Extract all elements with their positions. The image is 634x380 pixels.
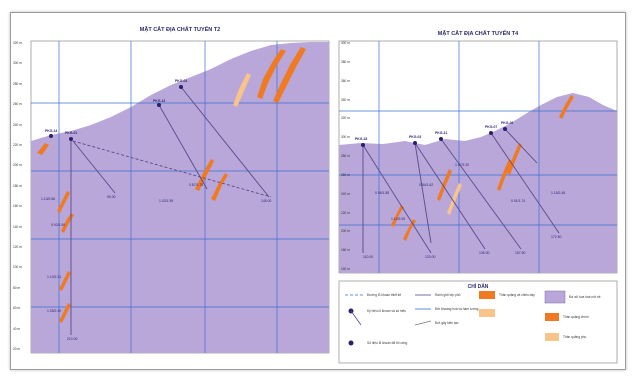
right-elevation-label: 320 m bbox=[341, 116, 350, 121]
left-assay-label: 0.87/1.75 bbox=[189, 183, 204, 187]
left-elevation-label: 320 m bbox=[13, 41, 22, 45]
right-elevation-label: 220 m bbox=[341, 210, 350, 215]
left-section bbox=[30, 40, 330, 354]
left-assay-label: 1.05/2.40 bbox=[47, 309, 62, 313]
right-hole-label: PKG-18 bbox=[355, 137, 368, 141]
right-elevation-label: 260 m bbox=[341, 172, 350, 177]
legend-item-label: Đường lỗ khoan thiết kế bbox=[367, 293, 402, 297]
legend-item-label: Ký hiệu lỗ khoan và số hiệu bbox=[367, 309, 406, 313]
left-elevation-label: 180 m bbox=[13, 183, 22, 188]
right-elevation-label: 360 m bbox=[341, 78, 350, 83]
left-elevation-label: 160 m bbox=[13, 204, 22, 209]
legend-item-label: Ranh giới lớp phủ bbox=[435, 293, 461, 297]
right-hole-label: PKG-26 bbox=[501, 121, 514, 125]
left-elevation-label: 260 m bbox=[13, 102, 22, 107]
left-hole-label: PKG-04 bbox=[175, 79, 188, 83]
left-section-labels: PKG-01 PKG-04 PKG-12 PKG-14 90.00 145.00 210.0… bbox=[11, 13, 625, 369]
legend-item-label: Thân quặng và chiều dày bbox=[499, 293, 535, 297]
left-elevation-label: 20 m bbox=[13, 347, 21, 351]
legend-item-label: Thân quặng phụ bbox=[563, 335, 587, 339]
left-elevation-label: 80 m bbox=[13, 285, 21, 290]
right-hole-collars bbox=[361, 127, 507, 147]
legend-item-label: Thân quặng chính bbox=[563, 315, 589, 319]
right-hole-label: PKG-21 bbox=[435, 131, 448, 135]
left-elevation-label: 300 m bbox=[13, 61, 22, 66]
right-assay-label: 0.84/1.62 bbox=[419, 183, 434, 187]
left-hole-label: PKG-14 bbox=[45, 129, 58, 133]
left-hole-label: PKG-12 bbox=[153, 99, 166, 103]
right-elevation-label: 180 m bbox=[341, 248, 350, 253]
left-depth-label: 210.00 bbox=[67, 337, 78, 341]
legend-swatches bbox=[345, 290, 566, 346]
right-elevation-label: 400 m bbox=[341, 41, 350, 45]
right-depth-label: 135.00 bbox=[479, 251, 490, 255]
left-elevation-label: 240 m bbox=[13, 122, 22, 127]
right-section-title: MẶT CẮT ĐỊA CHẤT TUYẾN T4 bbox=[437, 31, 519, 37]
left-hole-label: PKG-01 bbox=[65, 131, 78, 135]
right-elevation-scale: 400 m 380 m 360 m 340 m 320 m 300 m 280 m 260 m… bbox=[341, 41, 359, 273]
legend-item-label: Đá vôi hoa hoá nứt nẻ bbox=[569, 295, 601, 299]
legend-item-label: Số hiệu lỗ khoan đã thi công bbox=[367, 341, 408, 345]
right-assay-label: 1.15/2.48 bbox=[551, 191, 566, 195]
right-elevation-label: 300 m bbox=[341, 135, 350, 140]
left-elevation-label: 220 m bbox=[13, 143, 22, 147]
right-depth-label: 172.50 bbox=[551, 235, 562, 239]
right-assay-label: 0.96/1.88 bbox=[375, 191, 390, 195]
left-assay-label: 1.10/2.31 bbox=[47, 275, 62, 279]
right-elevation-label: 280 m bbox=[341, 154, 350, 158]
legend-title: CHỈ DẪN bbox=[467, 284, 489, 290]
right-hole-label: PKG-07 bbox=[485, 125, 498, 129]
left-drill-holes bbox=[70, 86, 272, 335]
right-hole-label: PKG-03 bbox=[409, 135, 422, 139]
left-section-title: MẶT CẮT ĐỊA CHẤT TUYẾN T2 bbox=[139, 27, 221, 33]
left-elevation-label: 40 m bbox=[13, 326, 21, 331]
legend-item-label: Đứt gãy kiến tạo bbox=[435, 321, 459, 325]
legend-items: Đường lỗ khoan thiết kế Ký hiệu lỗ khoan … bbox=[11, 13, 625, 369]
right-depth-label: 120.00 bbox=[425, 255, 436, 259]
left-depth-label: 145.00 bbox=[261, 199, 272, 203]
sections-drawing bbox=[30, 40, 618, 364]
right-section-labels: PKG-18 PKG-03 PKG-21 PKG-07 PKG-26 120.00 135.… bbox=[11, 13, 625, 369]
right-section bbox=[338, 40, 618, 274]
right-assay-label: 0.91/1.74 bbox=[511, 199, 526, 203]
right-elevation-label: 340 m bbox=[341, 97, 350, 102]
left-assay-label: 1.02/1.95 bbox=[159, 199, 174, 203]
legend bbox=[338, 280, 618, 364]
left-elevation-label: 280 m bbox=[13, 81, 22, 86]
left-rock-mass bbox=[31, 42, 329, 353]
right-drill-holes bbox=[362, 128, 560, 254]
right-elevation-label: 240 m bbox=[341, 191, 350, 196]
right-elevation-label: 380 m bbox=[341, 59, 350, 64]
right-elevation-label: 200 m bbox=[341, 229, 350, 234]
left-hole-collars bbox=[49, 85, 183, 141]
right-assay-label: 1.07/2.20 bbox=[455, 163, 470, 167]
legend-item-label: Đới khoáng hoá và hàm lượng bbox=[435, 307, 479, 311]
right-depth-label: 110.00 bbox=[363, 255, 374, 259]
left-depth-label: 90.00 bbox=[107, 195, 116, 199]
left-elevation-scale: 320 m 300 m 280 m 260 m 240 m 220 m 200 m 180 m… bbox=[13, 41, 31, 353]
left-elevation-label: 100 m bbox=[13, 265, 22, 270]
right-elevation-label: 160 m bbox=[341, 267, 350, 271]
left-assay-label: 1.13/2.66 bbox=[41, 197, 56, 201]
geological-sheet: MẶT CẮT ĐỊA CHẤT TUYẾN T2 MẶT CẮT ĐỊA CH… bbox=[10, 12, 626, 370]
left-elevation-label: 200 m bbox=[13, 163, 22, 168]
right-grid bbox=[339, 41, 617, 273]
left-elevation-label: 120 m bbox=[13, 245, 22, 249]
left-assay-label: 0.92/1.50 bbox=[51, 223, 66, 227]
right-depth-label: 157.50 bbox=[515, 251, 526, 255]
left-elevation-label: 140 m bbox=[13, 224, 22, 229]
right-assay-label: 1.12/2.05 bbox=[391, 217, 406, 221]
left-elevation-label: 60 m bbox=[13, 306, 21, 311]
